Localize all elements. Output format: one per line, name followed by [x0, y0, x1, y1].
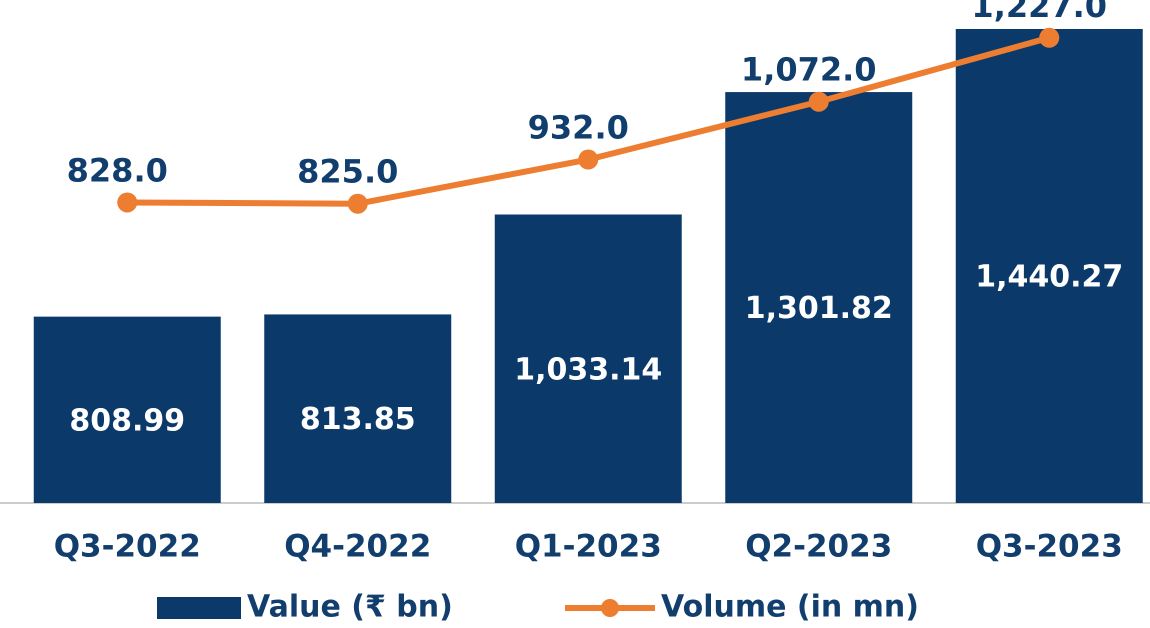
bar	[494, 214, 682, 504]
bar	[955, 28, 1143, 504]
x-tick-label: Q3-2023	[976, 529, 1123, 565]
bar	[33, 316, 221, 503]
bar	[725, 92, 913, 503]
line-marker	[347, 193, 368, 214]
line-value-label: 1,227.0	[971, 0, 1107, 25]
bar-value-label: 1,301.82	[745, 291, 893, 326]
x-tick-label: Q3-2022	[54, 529, 201, 565]
bar	[264, 314, 452, 503]
bar-value-label: 1,033.14	[514, 352, 662, 387]
line-marker	[578, 149, 599, 170]
bar-value-label: 813.85	[300, 402, 416, 437]
x-tick-label: Q2-2023	[745, 529, 892, 565]
bar-value-label: 808.99	[69, 403, 185, 438]
bar-value-label: 1,440.27	[975, 259, 1123, 294]
x-tick-label: Q4-2022	[284, 529, 431, 565]
line-value-label: 825.0	[297, 153, 398, 191]
line-value-label: 932.0	[528, 109, 629, 147]
line-value-label: 828.0	[67, 151, 168, 189]
line-value-label: 1,072.0	[741, 51, 877, 89]
legend-marker	[601, 599, 619, 617]
legend-label: Volume (in mn)	[661, 590, 919, 625]
legend-swatch	[157, 597, 241, 619]
line-marker	[1039, 27, 1060, 48]
legend-label: Value (₹ bn)	[247, 590, 453, 625]
line-marker	[117, 192, 138, 213]
line-marker	[808, 91, 829, 112]
x-tick-label: Q1-2023	[515, 529, 662, 565]
